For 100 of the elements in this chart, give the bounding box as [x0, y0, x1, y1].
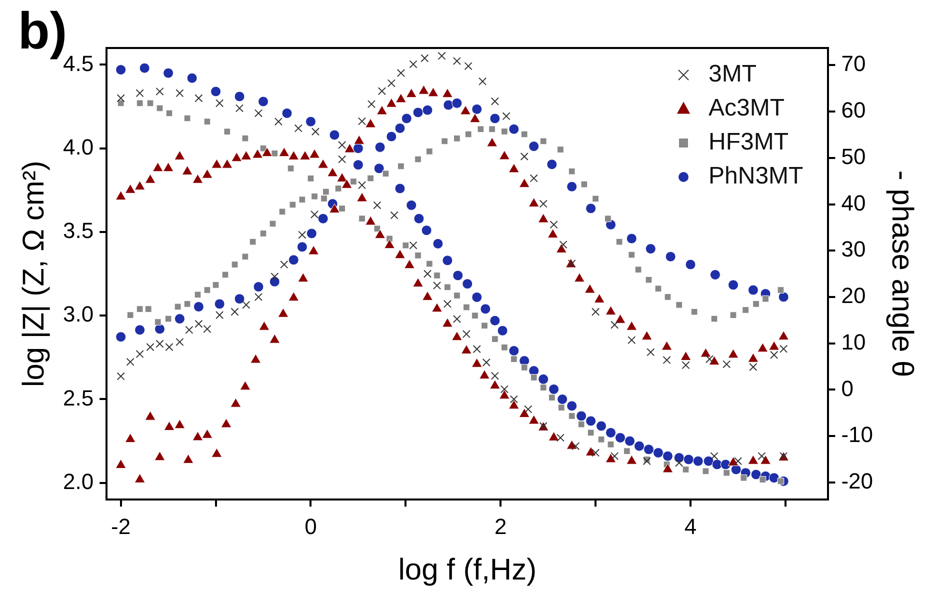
point	[768, 472, 780, 484]
point	[530, 174, 538, 182]
point	[548, 394, 556, 402]
point	[174, 419, 186, 429]
point	[454, 292, 460, 299]
point	[728, 348, 739, 358]
point	[134, 180, 146, 190]
point	[610, 320, 619, 329]
point	[311, 192, 318, 200]
legend-label: 3MT	[708, 60, 757, 88]
point	[386, 131, 397, 142]
point	[708, 356, 720, 366]
point	[616, 238, 623, 246]
point	[422, 290, 433, 300]
point	[432, 302, 442, 312]
point	[220, 418, 232, 428]
point	[641, 330, 652, 340]
point	[194, 320, 203, 328]
point	[566, 181, 578, 192]
point	[710, 315, 718, 322]
point	[250, 354, 262, 364]
point	[387, 79, 396, 88]
point	[462, 330, 470, 338]
point	[452, 56, 461, 66]
point	[184, 114, 191, 122]
point	[230, 308, 239, 316]
point	[634, 266, 642, 274]
point	[762, 295, 769, 302]
point	[664, 294, 672, 300]
point	[318, 213, 328, 224]
point	[298, 230, 306, 239]
point	[661, 340, 672, 350]
point	[652, 448, 664, 458]
point	[508, 400, 520, 410]
point	[540, 384, 547, 391]
point	[580, 180, 588, 188]
point	[757, 342, 768, 352]
point	[587, 429, 594, 436]
point	[395, 93, 406, 103]
point	[412, 278, 424, 288]
point	[749, 362, 758, 372]
y-tick-label: 4.0	[62, 134, 94, 160]
y2-tick-label: 40	[841, 190, 866, 216]
point	[260, 230, 267, 237]
point	[528, 414, 540, 424]
point	[586, 416, 596, 426]
point	[675, 458, 684, 467]
point	[723, 469, 730, 476]
point	[498, 150, 510, 160]
point	[490, 97, 499, 106]
point	[156, 104, 164, 112]
point	[486, 137, 498, 147]
point	[174, 303, 182, 310]
point	[278, 308, 289, 318]
point	[327, 167, 338, 177]
y2-tick-label: -20	[841, 468, 873, 494]
point	[548, 384, 560, 394]
point	[777, 286, 784, 294]
point	[186, 72, 198, 84]
point	[203, 324, 212, 334]
point	[479, 370, 490, 380]
point	[115, 190, 126, 200]
point	[623, 448, 630, 455]
point	[578, 420, 585, 428]
point	[528, 198, 540, 208]
point	[626, 454, 638, 464]
point	[442, 318, 453, 328]
point	[443, 300, 452, 308]
point	[502, 112, 510, 120]
point	[139, 62, 150, 74]
point	[520, 130, 528, 138]
point	[211, 448, 222, 458]
x-tick-label: 2	[494, 514, 507, 539]
point	[329, 130, 340, 140]
point	[490, 113, 500, 124]
point	[510, 356, 518, 363]
point	[550, 220, 558, 229]
point	[778, 292, 789, 302]
point	[692, 456, 704, 466]
point	[750, 469, 762, 480]
point	[557, 146, 564, 153]
point	[626, 320, 638, 330]
point	[194, 291, 202, 298]
point	[703, 456, 714, 466]
y-tick-label: 2.5	[62, 385, 94, 410]
point	[490, 372, 499, 380]
point	[418, 84, 430, 94]
point	[685, 259, 696, 270]
point	[508, 124, 520, 134]
y2-tick-label: 50	[841, 144, 866, 169]
point	[242, 253, 249, 260]
point	[394, 122, 406, 134]
point	[497, 325, 508, 336]
point	[520, 152, 528, 161]
point	[568, 260, 576, 268]
point	[334, 185, 342, 192]
point	[432, 281, 442, 290]
point	[116, 372, 125, 380]
x-tick-label: -2	[111, 514, 131, 539]
point	[367, 100, 376, 108]
